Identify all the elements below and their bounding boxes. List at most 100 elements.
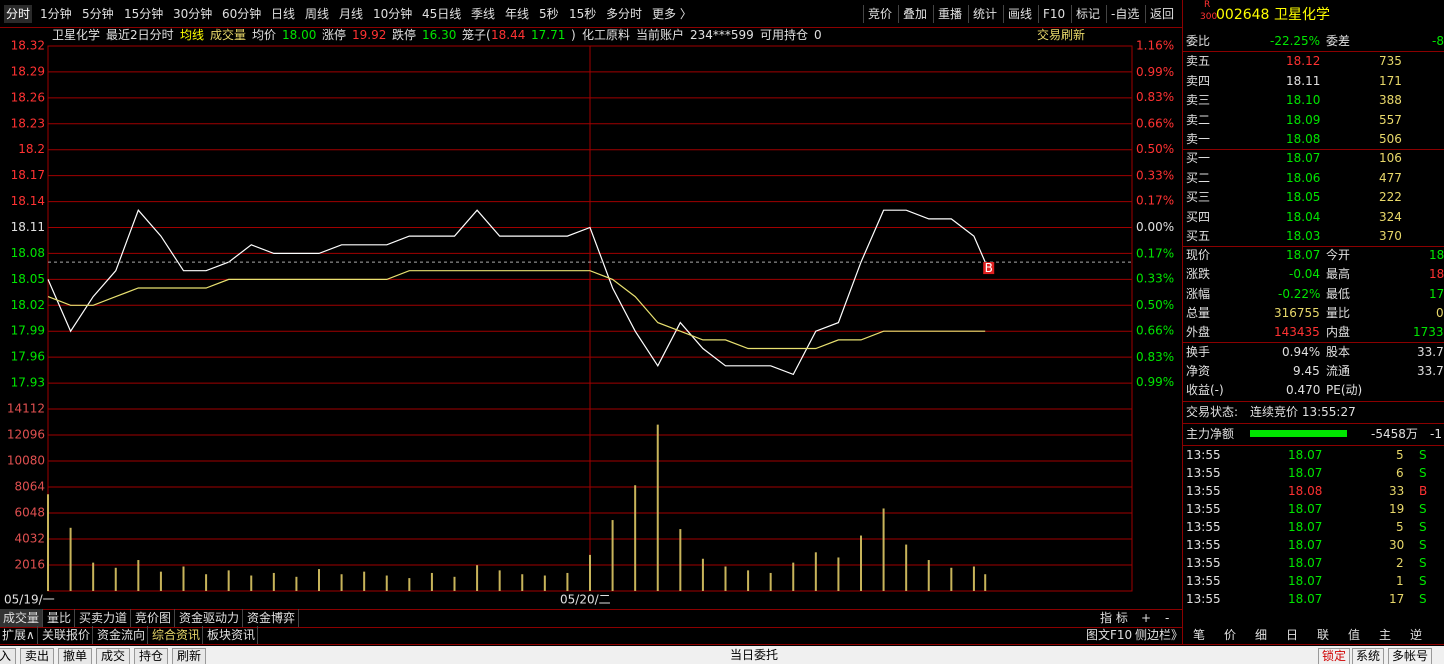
toolbar-button[interactable]: 画线 <box>1003 5 1036 23</box>
refresh-button[interactable]: 交易刷新 <box>1037 28 1086 42</box>
toolbar-button[interactable]: 竞价 <box>863 5 896 23</box>
ratio-value: -8 <box>1432 34 1444 48</box>
trade-time: 13:55 <box>1186 538 1221 552</box>
divider <box>1183 423 1444 424</box>
order-button[interactable]: 入 <box>0 648 17 664</box>
indicator-tab[interactable]: 成交量 <box>0 609 44 627</box>
indicator-tab[interactable]: 竞价图 <box>132 609 176 627</box>
period-tab[interactable]: 30分钟 <box>173 7 213 21</box>
info-text: 当前账户 <box>636 28 685 42</box>
trade-side: S <box>1419 520 1427 534</box>
period-tab[interactable]: 15分钟 <box>124 7 164 21</box>
system-button[interactable]: 锁定 <box>1318 648 1351 664</box>
tool-button[interactable]: - <box>1165 611 1170 625</box>
toolbar-button[interactable]: 标记 <box>1071 5 1104 23</box>
detail-tab[interactable]: 值 <box>1348 628 1361 642</box>
y-tick-label: 12096 <box>7 428 45 442</box>
stat-value: 33.7 <box>1417 345 1444 359</box>
y2-tick-label: 0.99% <box>1136 65 1174 79</box>
period-tab[interactable]: 1分钟 <box>40 7 72 21</box>
y2-tick-label: 0.17% <box>1136 193 1174 207</box>
period-tab[interactable]: 年线 <box>505 7 530 21</box>
trade-side: B <box>1419 484 1428 498</box>
stat-label: 收益(-) <box>1186 383 1224 397</box>
period-tab[interactable]: 60分钟 <box>222 7 262 21</box>
y-tick-label: 4032 <box>14 532 45 546</box>
side-link[interactable]: 图文F10 <box>1086 628 1133 642</box>
toolbar-button[interactable]: 叠加 <box>898 5 931 23</box>
info-link[interactable]: 扩展∧ <box>0 626 38 644</box>
detail-tab[interactable]: 联 <box>1317 628 1330 642</box>
y-tick-label: 18.14 <box>11 194 45 208</box>
detail-tab[interactable]: 主 <box>1379 628 1392 642</box>
trade-volume: 2 <box>1396 556 1404 570</box>
period-tab[interactable]: 更多 〉 <box>652 7 692 21</box>
period-tab[interactable]: 多分时 <box>606 7 643 21</box>
detail-tab[interactable]: 逆 <box>1410 628 1423 642</box>
period-tab[interactable]: 10分钟 <box>373 7 413 21</box>
info-text: 可用持仓 <box>760 28 809 42</box>
toolbar-button[interactable]: 返回 <box>1145 5 1178 23</box>
stat-value: 33.7 <box>1417 364 1444 378</box>
info-link[interactable]: 板块资讯 <box>205 626 259 644</box>
period-tab[interactable]: 月线 <box>339 7 364 21</box>
volume-bar <box>543 575 546 591</box>
period-tab[interactable]: 日线 <box>271 7 296 21</box>
toolbar-button[interactable]: -自选 <box>1106 5 1143 23</box>
trade-volume: 5 <box>1396 448 1404 462</box>
system-button[interactable]: 多帐号 <box>1388 648 1433 664</box>
side-link[interactable]: 侧边栏》 <box>1135 628 1184 642</box>
book-label: 买二 <box>1186 170 1211 185</box>
divider <box>1183 51 1444 52</box>
buy-marker <box>983 262 995 275</box>
volume-bar <box>634 485 637 591</box>
toolbar-button[interactable]: F10 <box>1038 5 1069 23</box>
y2-tick-label: 0.00% <box>1136 220 1174 234</box>
period-tab[interactable]: 5秒 <box>539 7 559 21</box>
toolbar-button[interactable]: 统计 <box>968 5 1001 23</box>
tool-button[interactable]: 指 标 <box>1100 611 1128 625</box>
order-button[interactable]: 成交 <box>96 648 131 664</box>
order-button[interactable]: 刷新 <box>172 648 207 664</box>
volume-bar <box>272 572 275 591</box>
volume-bar <box>159 571 162 591</box>
book-price: 18.11 <box>1286 73 1321 88</box>
book-label: 卖四 <box>1186 73 1211 88</box>
period-tab[interactable]: 5分钟 <box>82 7 114 21</box>
period-tab[interactable]: 45日线 <box>422 7 462 21</box>
order-button[interactable]: 持仓 <box>134 648 169 664</box>
indicator-tab[interactable]: 量比 <box>44 609 76 627</box>
indicator-tab[interactable]: 资金博弈 <box>244 609 300 627</box>
toolbar-button[interactable]: 重播 <box>933 5 966 23</box>
info-link[interactable]: 资金流向 <box>95 626 149 644</box>
period-tab[interactable]: 季线 <box>471 7 496 21</box>
y-tick-label: 6048 <box>14 506 45 520</box>
period-tab[interactable]: 周线 <box>305 7 330 21</box>
detail-tab[interactable]: 笔 <box>1193 628 1206 642</box>
detail-tab[interactable]: 日 <box>1286 628 1299 642</box>
book-volume: 477 <box>1379 170 1402 185</box>
badge: R <box>1204 0 1211 10</box>
order-button[interactable]: 卖出 <box>20 648 55 664</box>
system-button[interactable]: 系统 <box>1352 648 1385 664</box>
book-price: 18.05 <box>1286 190 1321 204</box>
y-tick-label: 17.99 <box>11 324 45 338</box>
average-line <box>47 270 986 350</box>
volume-bar <box>679 529 682 591</box>
tool-button[interactable]: + <box>1141 611 1152 625</box>
y-tick-label: 17.96 <box>11 350 45 364</box>
indicator-tab[interactable]: 买卖力道 <box>76 609 132 627</box>
order-button[interactable]: 撤单 <box>58 648 93 664</box>
info-link[interactable]: 综合资讯 <box>150 626 204 644</box>
trade-time: 13:55 <box>1186 574 1221 588</box>
divider <box>1183 246 1444 247</box>
volume-bar <box>250 575 253 591</box>
period-tab[interactable]: 15秒 <box>569 7 597 21</box>
trade-volume: 5 <box>1396 520 1404 534</box>
period-tab[interactable]: 分时 <box>4 5 33 23</box>
info-link[interactable]: 关联报价 <box>40 626 94 644</box>
detail-tab[interactable]: 价 <box>1224 628 1237 642</box>
detail-tab[interactable]: 细 <box>1255 628 1268 642</box>
indicator-tab[interactable]: 资金驱动力 <box>176 609 244 627</box>
